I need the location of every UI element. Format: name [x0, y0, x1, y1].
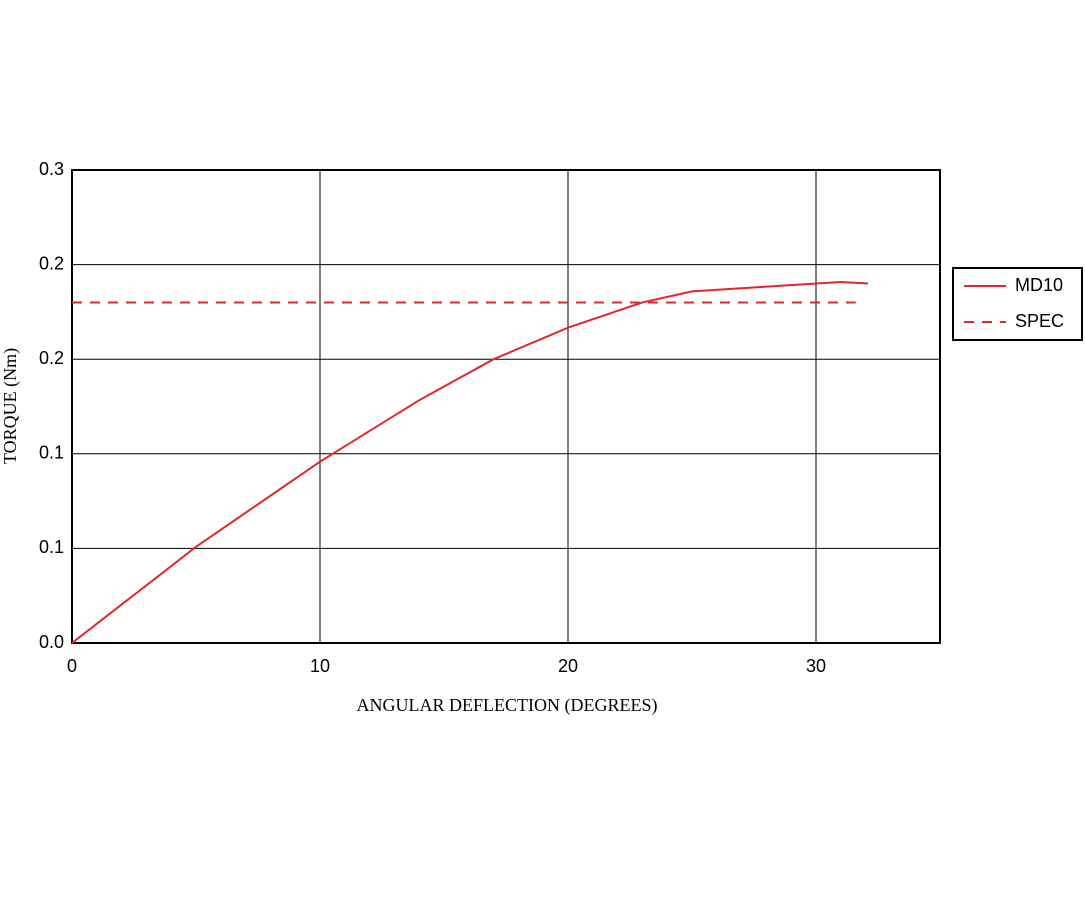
- y-tick-label: 0.1: [39, 537, 64, 557]
- y-tick-label: 0.2: [39, 348, 64, 368]
- x-axis-label: ANGULAR DEFLECTION (DEGREES): [357, 695, 658, 716]
- legend-box: [952, 267, 1083, 341]
- x-tick-label: 30: [806, 656, 826, 676]
- x-tick-label: 10: [310, 656, 330, 676]
- x-tick-label: 20: [558, 656, 578, 676]
- x-tick-label: 0: [67, 656, 77, 676]
- y-axis-label: TORQUE (Nm): [0, 348, 21, 464]
- y-tick-label: 0.0: [39, 632, 64, 652]
- y-tick-label: 0.2: [39, 253, 64, 273]
- legend-label: MD10: [1015, 275, 1063, 295]
- legend-label: SPEC: [1015, 311, 1064, 331]
- plot-frame: [71, 169, 941, 644]
- data-line: [71, 280, 869, 644]
- y-tick-label: 0.3: [39, 159, 64, 179]
- y-tick-label: 0.1: [39, 443, 64, 463]
